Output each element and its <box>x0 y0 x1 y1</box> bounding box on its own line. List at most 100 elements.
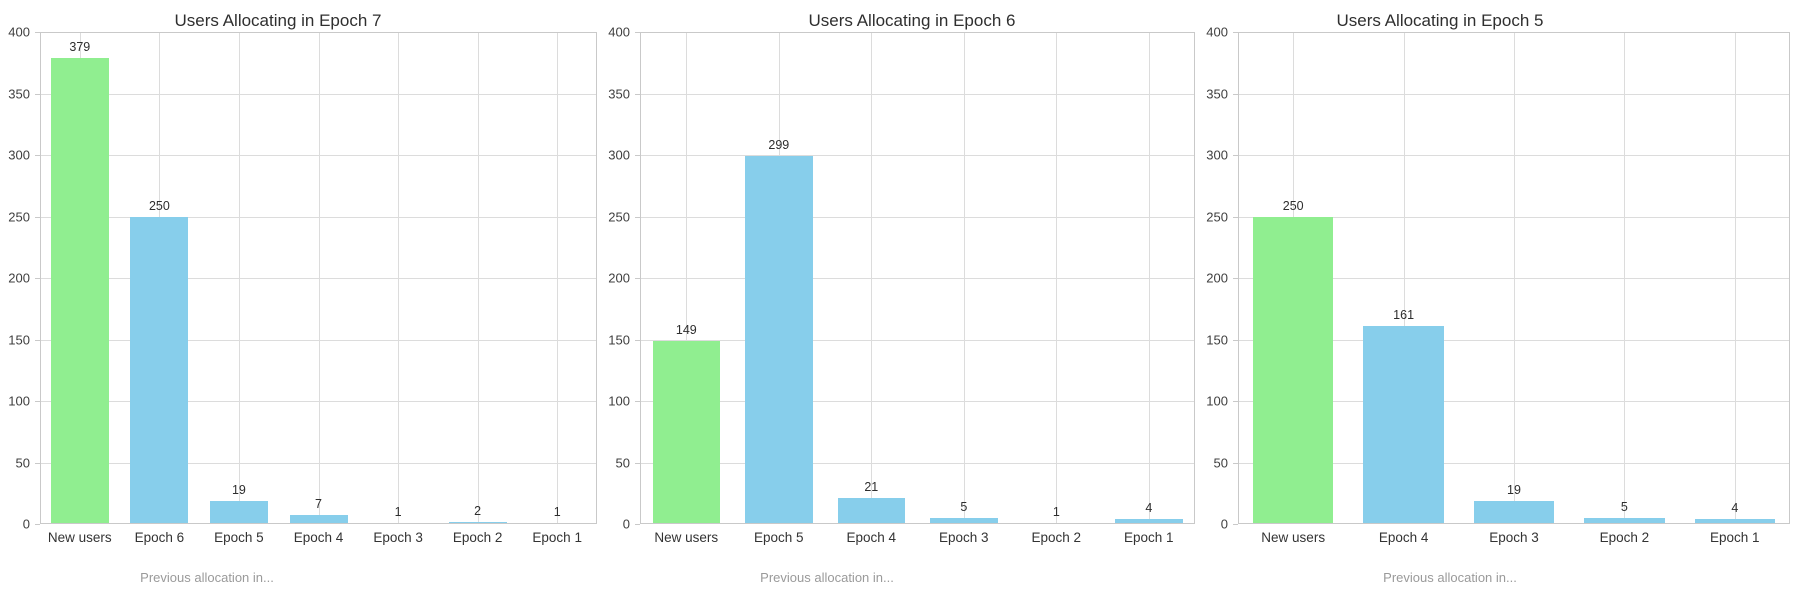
y-axis-tick-label: 50 <box>615 455 630 470</box>
gridline-h <box>640 462 1195 464</box>
x-axis-tick-label: Epoch 3 <box>939 530 989 545</box>
x-axis-tick-label: Epoch 4 <box>846 530 897 545</box>
y-axis-tick-mark <box>1233 524 1238 525</box>
bar <box>1694 519 1776 524</box>
bar <box>50 57 109 524</box>
bar-value-label: 149 <box>675 322 697 337</box>
y-axis-tick-mark <box>1233 32 1238 33</box>
bar-value-label: 1 <box>1052 504 1060 519</box>
chart-title: Users Allocating in Epoch 7 <box>174 11 382 30</box>
y-axis-tick-mark <box>35 462 40 464</box>
y-axis-tick-label: 350 <box>8 86 30 101</box>
gridline-h <box>1238 155 1790 156</box>
y-axis-tick-mark <box>635 401 640 402</box>
chart-title: Users Allocating in Epoch 5 <box>1336 11 1544 30</box>
bar-value-label: 250 <box>1282 198 1304 213</box>
bar <box>1584 517 1665 525</box>
y-axis-tick-label: 0 <box>1220 516 1228 532</box>
bar-value-label: 1 <box>394 504 402 519</box>
y-axis-tick-mark <box>1233 278 1238 279</box>
bar-value-label: 161 <box>1393 308 1415 322</box>
x-axis-title: Previous allocation in... <box>140 570 274 585</box>
x-axis-tick-label: Epoch 5 <box>214 530 264 545</box>
y-axis-tick-label: 400 <box>608 24 630 40</box>
bar-value-label: 379 <box>69 39 91 54</box>
x-axis-tick-label: Epoch 1 <box>1124 530 1174 545</box>
y-axis-tick-label: 100 <box>608 393 630 409</box>
chart-title: Users Allocating in Epoch 6 <box>808 11 1016 30</box>
y-axis-tick-mark <box>35 524 40 525</box>
y-axis-tick-mark <box>35 155 40 156</box>
y-axis-tick-mark <box>635 339 640 341</box>
gridline-h <box>40 155 597 156</box>
x-axis-tick-label: Epoch 3 <box>373 530 423 545</box>
x-axis-tick-label: Epoch 3 <box>1489 530 1539 545</box>
y-axis-tick-label: 150 <box>1206 332 1228 347</box>
y-axis-tick-mark <box>635 93 640 95</box>
y-axis-tick-label: 350 <box>1206 86 1228 101</box>
gridline-h <box>40 216 597 218</box>
y-axis-tick-label: 150 <box>8 332 30 347</box>
x-axis-tick-label: Epoch 6 <box>134 530 185 545</box>
y-axis-tick-mark <box>1233 155 1238 156</box>
x-axis-tick-label: New users <box>47 530 112 545</box>
bar <box>1252 216 1334 524</box>
x-axis-tick-label: Epoch 1 <box>532 530 582 545</box>
y-axis-tick-label: 250 <box>608 209 630 224</box>
y-axis-tick-mark <box>35 32 40 33</box>
y-axis-tick-label: 250 <box>8 209 30 224</box>
bar <box>209 500 268 524</box>
bar-value-label: 299 <box>768 138 790 153</box>
gridline-h <box>640 278 1195 279</box>
y-axis-tick-mark <box>1233 462 1238 464</box>
x-axis-title: Previous allocation in... <box>1383 570 1517 585</box>
gridline-h <box>1238 216 1790 218</box>
gridline-h <box>1238 462 1790 464</box>
bar <box>1473 500 1555 524</box>
y-axis-tick-label: 50 <box>15 455 30 470</box>
gridline-h <box>40 339 597 341</box>
x-axis-tick-label: New users <box>1261 530 1326 545</box>
x-axis-tick-label: Epoch 2 <box>1599 530 1650 545</box>
gridline-h <box>1238 278 1790 279</box>
gridline-h <box>640 216 1195 218</box>
y-axis-tick-mark <box>635 32 640 33</box>
y-axis-tick-mark <box>35 216 40 218</box>
y-axis-tick-label: 300 <box>608 147 630 163</box>
bar <box>837 498 905 524</box>
x-axis-tick-label: Epoch 5 <box>754 530 804 545</box>
bar-value-label: 4 <box>1145 501 1153 516</box>
y-axis-tick-label: 100 <box>1206 393 1228 409</box>
y-axis-tick-label: 400 <box>8 24 30 40</box>
gridline-h <box>1238 93 1790 95</box>
y-axis-tick-label: 50 <box>1213 455 1228 470</box>
gridline-h <box>640 339 1195 341</box>
gridline-h <box>40 401 597 402</box>
y-axis-tick-mark <box>635 278 640 279</box>
y-axis-tick-mark <box>635 524 640 525</box>
bar <box>930 517 998 525</box>
gridline-h <box>40 278 597 279</box>
bar-value-label: 1 <box>553 504 561 519</box>
y-axis-tick-label: 350 <box>608 86 630 101</box>
y-axis-tick-mark <box>1233 93 1238 95</box>
x-axis-tick-label: Epoch 2 <box>452 530 503 545</box>
y-axis-tick-mark <box>1233 339 1238 341</box>
y-axis-tick-mark <box>635 462 640 464</box>
y-axis-tick-label: 300 <box>1206 147 1228 163</box>
plot-area-border <box>1238 32 1790 524</box>
bar <box>1115 519 1183 524</box>
bar <box>448 521 507 524</box>
bar <box>130 216 189 524</box>
bar <box>289 515 348 524</box>
y-axis-tick-label: 0 <box>22 516 30 532</box>
y-axis-tick-label: 100 <box>8 393 30 409</box>
bar-value-label: 2 <box>474 503 482 518</box>
bar-value-label: 19 <box>1507 482 1521 497</box>
bar-value-label: 5 <box>1620 499 1628 514</box>
gridline-h <box>640 401 1195 402</box>
bar-value-label: 21 <box>864 480 879 495</box>
y-axis-tick-label: 400 <box>1206 24 1228 40</box>
gridline-h <box>1238 401 1790 402</box>
